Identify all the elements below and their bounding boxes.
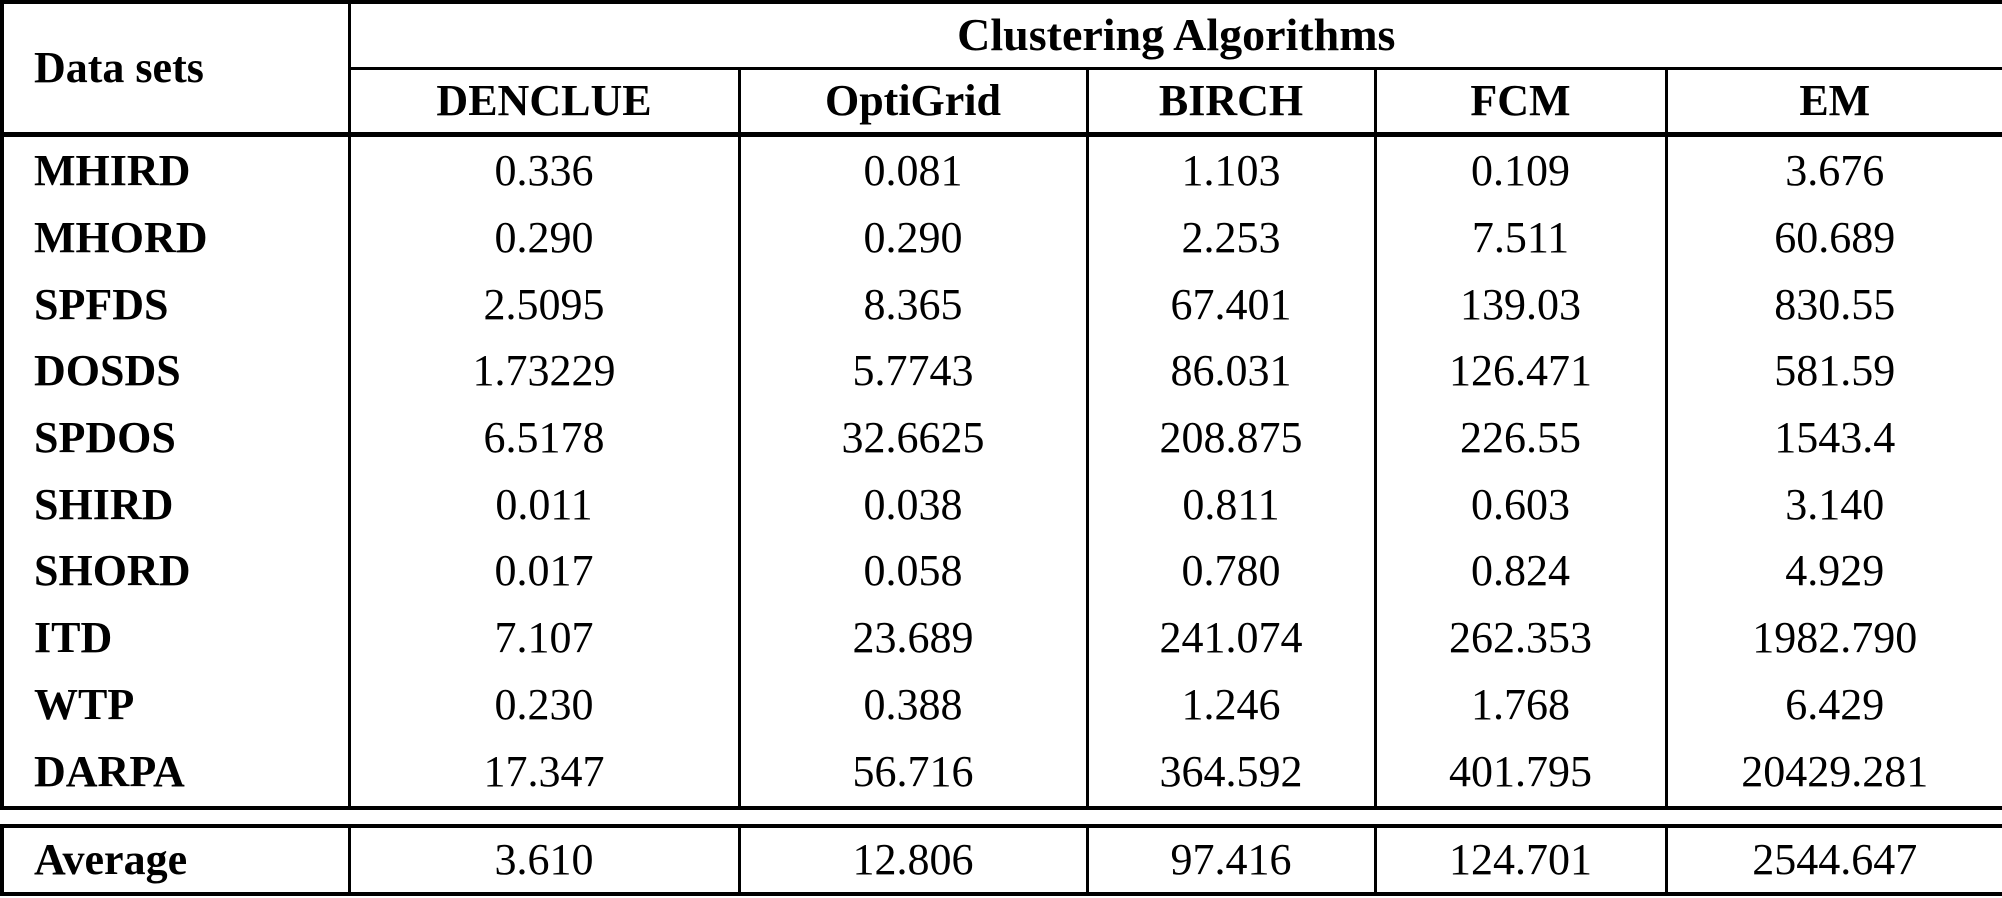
value-cell: 3.140	[1664, 471, 2002, 539]
value-cell: 830.55	[1664, 271, 2002, 338]
value-cell: 56.716	[737, 738, 1089, 808]
row-label: MHIRD	[0, 134, 351, 205]
table-row-itd: ITD 7.107 23.689 241.074 262.353 1982.79…	[0, 604, 2002, 672]
value-cell: 0.017	[347, 538, 741, 605]
column-header-birch: BIRCH	[1085, 68, 1377, 134]
value-cell: 7.511	[1373, 204, 1668, 272]
row-label: SHORD	[0, 538, 351, 605]
value-cell: 0.811	[1085, 471, 1377, 539]
value-cell: 3.676	[1664, 134, 2002, 205]
value-cell: 7.107	[347, 604, 741, 672]
table-row-shird: SHIRD 0.011 0.038 0.811 0.603 3.140	[0, 471, 2002, 539]
table-row-dosds: DOSDS 1.73229 5.7743 86.031 126.471 581.…	[0, 337, 2002, 405]
group-header-clustering-algorithms: Clustering Algorithms	[347, 2, 2002, 70]
row-label: SHIRD	[0, 471, 351, 539]
column-header-em: EM	[1664, 68, 2002, 134]
value-cell: 1.73229	[347, 337, 741, 405]
average-value-cell: 12.806	[737, 826, 1089, 894]
value-cell: 401.795	[1373, 738, 1668, 808]
value-cell: 262.353	[1373, 604, 1668, 672]
value-cell: 0.011	[347, 471, 741, 539]
value-cell: 2.253	[1085, 204, 1377, 272]
table-row-shord: SHORD 0.017 0.058 0.780 0.824 4.929	[0, 538, 2002, 605]
value-cell: 0.290	[737, 204, 1089, 272]
value-cell: 5.7743	[737, 337, 1089, 405]
value-cell: 60.689	[1664, 204, 2002, 272]
value-cell: 581.59	[1664, 337, 2002, 405]
table-row-mhird: MHIRD 0.336 0.081 1.103 0.109 3.676	[0, 134, 2002, 205]
value-cell: 0.824	[1373, 538, 1668, 605]
average-value-cell: 2544.647	[1664, 826, 2002, 894]
table-row-spfds: SPFDS 2.5095 8.365 67.401 139.03 830.55	[0, 271, 2002, 338]
value-cell: 0.780	[1085, 538, 1377, 605]
value-cell: 32.6625	[737, 404, 1089, 472]
corner-header-datasets: Data sets	[0, 2, 351, 134]
clustering-runtime-table: Data sets Clustering Algorithms DENCLUE …	[0, 0, 2002, 810]
value-cell: 0.230	[347, 671, 741, 739]
row-label: DOSDS	[0, 337, 351, 405]
table-row-mhord: MHORD 0.290 0.290 2.253 7.511 60.689	[0, 204, 2002, 272]
row-label: MHORD	[0, 204, 351, 272]
value-cell: 226.55	[1373, 404, 1668, 472]
table-subheader-row: DENCLUE OptiGrid BIRCH FCM EM	[2, 68, 2002, 134]
value-cell: 126.471	[1373, 337, 1668, 405]
value-cell: 1982.790	[1664, 604, 2002, 672]
column-header-fcm: FCM	[1373, 68, 1668, 134]
table-header: Data sets Clustering Algorithms DENCLUE …	[0, 2, 2002, 134]
value-cell: 0.336	[347, 134, 741, 205]
average-value-cell: 97.416	[1085, 826, 1377, 894]
value-cell: 2.5095	[347, 271, 741, 338]
value-cell: 0.290	[347, 204, 741, 272]
value-cell: 0.038	[737, 471, 1089, 539]
value-cell: 1.246	[1085, 671, 1377, 739]
value-cell: 6.429	[1664, 671, 2002, 739]
value-cell: 67.401	[1085, 271, 1377, 338]
table-header-row: Data sets Clustering Algorithms	[0, 2, 2002, 134]
value-cell: 20429.281	[1664, 738, 2002, 808]
value-cell: 139.03	[1373, 271, 1668, 338]
value-cell: 0.058	[737, 538, 1089, 605]
value-cell: 364.592	[1085, 738, 1377, 808]
value-cell: 0.388	[737, 671, 1089, 739]
value-cell: 1.768	[1373, 671, 1668, 739]
table-body: MHIRD 0.336 0.081 1.103 0.109 3.676 MHOR…	[0, 134, 2002, 808]
value-cell: 0.603	[1373, 471, 1668, 539]
value-cell: 8.365	[737, 271, 1089, 338]
value-cell: 1543.4	[1664, 404, 2002, 472]
value-cell: 4.929	[1664, 538, 2002, 605]
value-cell: 208.875	[1085, 404, 1377, 472]
table-row-wtp: WTP 0.230 0.388 1.246 1.768 6.429	[0, 671, 2002, 739]
row-label: DARPA	[0, 738, 351, 808]
value-cell: 0.109	[1373, 134, 1668, 205]
average-row: Average 3.610 12.806 97.416 124.701 2544…	[0, 826, 2002, 894]
value-cell: 23.689	[737, 604, 1089, 672]
value-cell: 17.347	[347, 738, 741, 808]
column-header-denclue: DENCLUE	[347, 68, 741, 134]
row-label: SPDOS	[0, 404, 351, 472]
value-cell: 0.081	[737, 134, 1089, 205]
column-header-optigrid: OptiGrid	[737, 68, 1089, 134]
average-row-label: Average	[0, 826, 351, 894]
average-value-cell: 124.701	[1373, 826, 1668, 894]
row-label: WTP	[0, 671, 351, 739]
table-row-darpa: DARPA 17.347 56.716 364.592 401.795 2042…	[0, 738, 2002, 808]
average-value-cell: 3.610	[347, 826, 741, 894]
row-label: ITD	[0, 604, 351, 672]
table-row-spdos: SPDOS 6.5178 32.6625 208.875 226.55 1543…	[0, 404, 2002, 472]
value-cell: 241.074	[1085, 604, 1377, 672]
row-label: SPFDS	[0, 271, 351, 338]
value-cell: 6.5178	[347, 404, 741, 472]
average-summary-table: Average 3.610 12.806 97.416 124.701 2544…	[0, 824, 2002, 896]
value-cell: 86.031	[1085, 337, 1377, 405]
value-cell: 1.103	[1085, 134, 1377, 205]
